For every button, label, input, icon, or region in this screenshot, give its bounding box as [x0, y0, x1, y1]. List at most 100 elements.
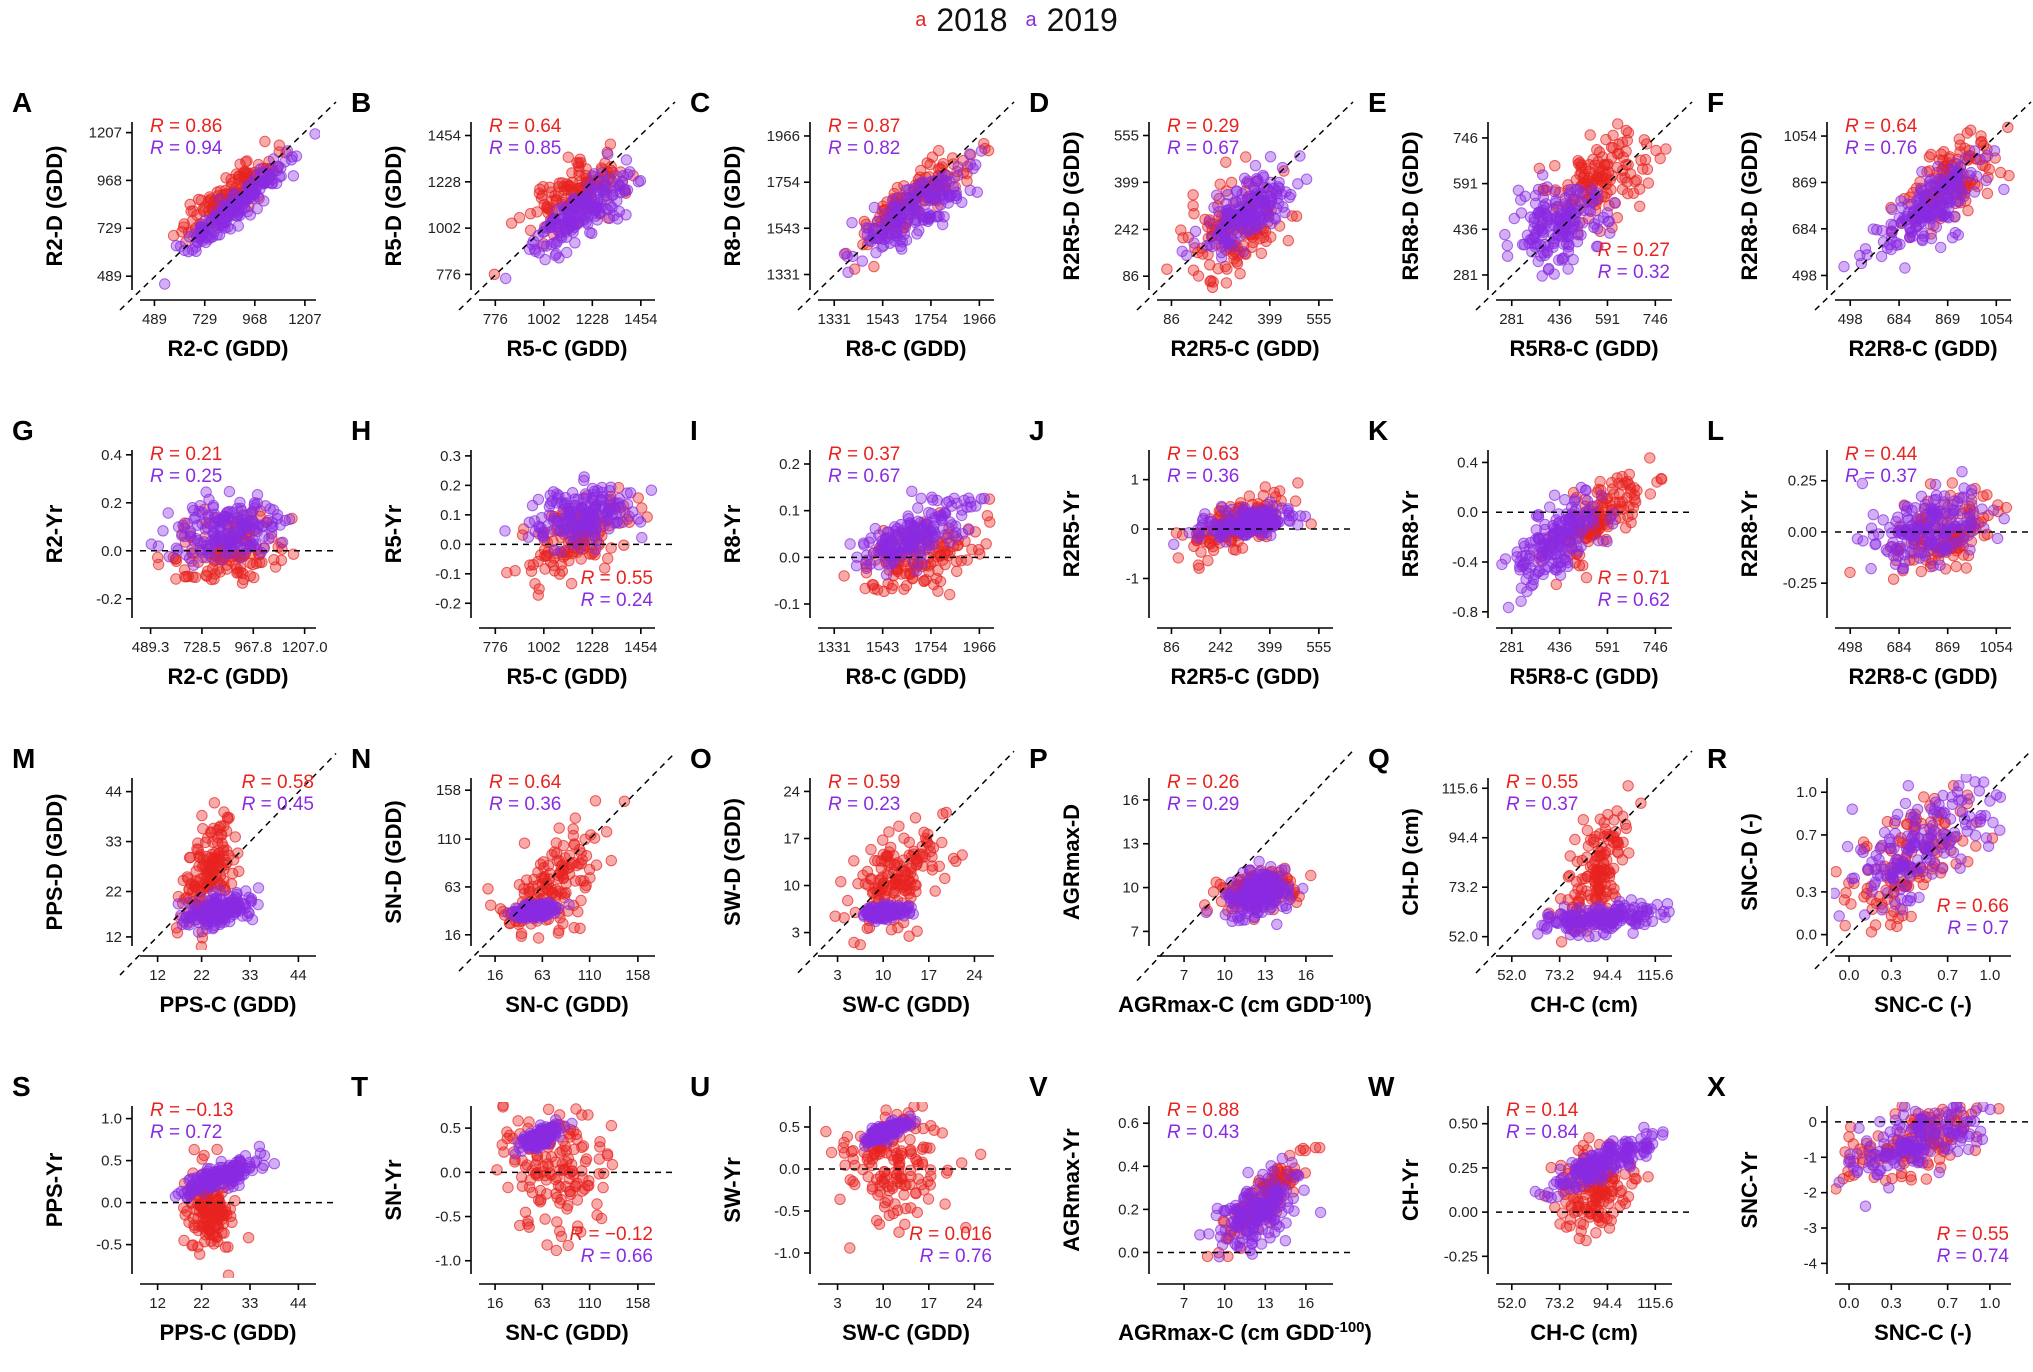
panel-e-point-2018: [1593, 157, 1603, 167]
panel-k-xtick-label: 746: [1643, 639, 1668, 656]
panel-n-point-2018: [516, 931, 526, 941]
panel-e-point-2019: [1589, 219, 1599, 229]
panel-b-r-2019: R = 0.85: [489, 138, 561, 159]
panel-g-xtick-label: 489.3: [132, 639, 170, 656]
panel-g-point-2019: [259, 543, 269, 553]
panel-d-point-2019: [1231, 220, 1241, 230]
panel-n-xtick-label: 158: [625, 967, 650, 984]
panel-e-point-2018: [1642, 164, 1652, 174]
panel-k-ylabel: R5R8-Yr: [1398, 490, 1423, 577]
panel-d-point-2019: [1276, 189, 1286, 199]
panel-l-xtick-label: 498: [1838, 639, 1863, 656]
panel-a-point-2018: [226, 174, 236, 184]
panel-i-point-2019: [845, 539, 855, 549]
panel-e-point-2018: [1576, 160, 1586, 170]
panel-e-point-2018: [1651, 145, 1661, 155]
panel-m-point-2019: [201, 924, 211, 934]
panel-e-point-2019: [1538, 227, 1548, 237]
panel-a-ytick-label: 729: [97, 220, 122, 237]
panel-f-xlabel: R2R8-C (GDD): [1848, 336, 1997, 361]
panel-l-xtick-label: 684: [1887, 639, 1912, 656]
panel-o-point-2018: [849, 937, 859, 947]
panel-i-point-2019: [903, 511, 913, 521]
panel-l-point-2019: [1889, 551, 1899, 561]
panel-e-point-2019: [1500, 229, 1510, 239]
panel-i-xtick-label: 1966: [963, 639, 996, 656]
panel-e-r-2018: R = 0.27: [1598, 240, 1670, 261]
panel-b-xtick-label: 1454: [624, 311, 657, 328]
panel-a-point-2019: [219, 217, 229, 227]
panel-o-point-2018: [940, 873, 950, 883]
panel-f-point-2019: [1969, 146, 1979, 156]
panel-d-ylabel: R2R5-D (GDD): [1059, 131, 1084, 280]
panel-m-point-2018: [219, 875, 229, 885]
panel-k-point-2019: [1528, 579, 1538, 589]
panel-h-xtick-label: 776: [483, 639, 508, 656]
panel-f-point-2019: [1933, 161, 1943, 171]
panel-n-point-2018: [577, 855, 587, 865]
panel-d-point-2019: [1267, 196, 1277, 206]
panel-d-point-2019: [1270, 214, 1280, 224]
panel-b-r-2018: R = 0.64: [489, 116, 562, 137]
panel-i-point-2019: [916, 493, 926, 503]
panel-l-ytick-label: 0.25: [1788, 473, 1817, 490]
panel-l-point-2019: [1932, 506, 1942, 516]
panel-h-label: H: [351, 415, 371, 446]
panel-k-point-2019: [1503, 602, 1513, 612]
panel-e-xtick-label: 746: [1643, 311, 1668, 328]
panel-i-point-2018: [899, 584, 909, 594]
panel-e-point-2019: [1563, 264, 1573, 274]
panel-g-point-2019: [252, 490, 262, 500]
panel-f-point-2018: [1926, 149, 1936, 159]
panel-d-point-2018: [1162, 264, 1172, 274]
panel-c-point-2019: [935, 200, 945, 210]
panel-e-point-2018: [1636, 155, 1646, 165]
panel-d-ytick-label: 555: [1114, 128, 1139, 145]
panel-h-point-2019: [602, 509, 612, 519]
panel-j-point-2019: [1265, 497, 1275, 507]
panel-j-point-2019: [1244, 515, 1254, 525]
panel-j-ytick-label: -1: [1126, 570, 1139, 587]
panel-f-xtick-label: 684: [1887, 311, 1912, 328]
panel-e-xtick-label: 591: [1595, 311, 1620, 328]
panel-e-point-2018: [1661, 144, 1671, 154]
panel-k-ytick-label: -0.8: [1452, 604, 1478, 621]
panel-d-point-2019: [1223, 190, 1233, 200]
panel-m-xtick-label: 33: [242, 967, 259, 984]
panel-b-point-2019: [621, 155, 631, 165]
panel-d-point-2019: [1189, 238, 1199, 248]
panel-f-xtick-label: 498: [1838, 311, 1863, 328]
panel-j-point-2018: [1260, 482, 1270, 492]
panel-k-point-2019: [1519, 538, 1529, 548]
panel-e-point-2019: [1543, 241, 1553, 251]
panel-m-point-2018: [229, 855, 239, 865]
panel-e-point-2019: [1576, 230, 1586, 240]
panel-g-point-2019: [179, 531, 189, 541]
panel-e-point-2019: [1564, 228, 1574, 238]
panel-j-r-2018: R = 0.63: [1167, 444, 1239, 465]
panel-b-point-2019: [570, 238, 580, 248]
panel-i-point-2018: [919, 576, 929, 586]
panel-e-point-2018: [1623, 160, 1633, 170]
panel-d-point-2019: [1244, 223, 1254, 233]
panel-j-point-2018: [1173, 553, 1183, 563]
panel-f-point-2019: [1969, 187, 1979, 197]
panel-j-xtick-label: 86: [1163, 639, 1180, 656]
panel-f-point-2019: [1965, 171, 1975, 181]
panel-j-xlabel: R2R5-C (GDD): [1170, 664, 1319, 689]
panel-k-point-2019: [1575, 515, 1585, 525]
panel-j-xtick-label: 555: [1306, 639, 1331, 656]
panel-f-point-2019: [1900, 263, 1910, 273]
panel-e-point-2019: [1591, 194, 1601, 204]
panel-k-point-2019: [1549, 490, 1559, 500]
panel-l-ytick-label: -0.25: [1783, 575, 1817, 592]
panel-b-xtick-label: 1228: [576, 311, 609, 328]
panel-f-ytick-label: 498: [1792, 267, 1817, 284]
panel-n-point-2018: [554, 823, 564, 833]
panel-e-point-2019: [1578, 218, 1588, 228]
